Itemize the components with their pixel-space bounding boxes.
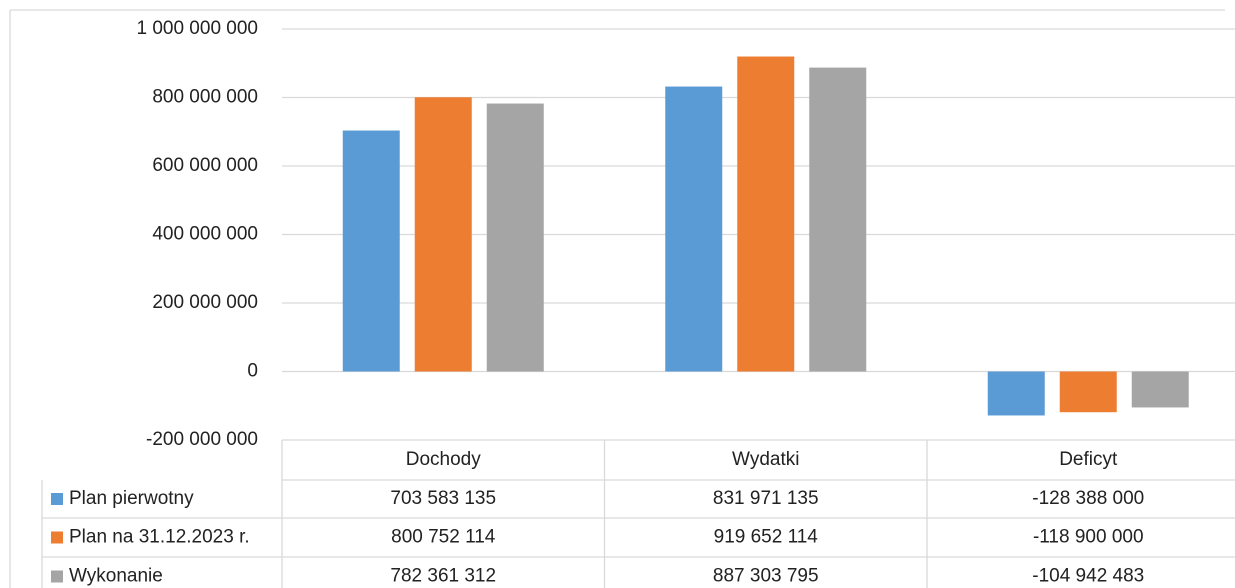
table-value: 800 752 114 <box>391 527 496 548</box>
table-header: Wydatki <box>732 449 799 470</box>
bar <box>486 103 544 372</box>
bar <box>342 130 400 372</box>
bar <box>737 56 795 372</box>
bar <box>1059 371 1117 413</box>
y-tick-label: -200 000 000 <box>146 429 258 450</box>
y-tick-label: 600 000 000 <box>152 155 258 176</box>
bar <box>809 67 867 372</box>
bar <box>1131 371 1189 408</box>
y-tick-label: 400 000 000 <box>152 224 258 245</box>
table-value: 887 303 795 <box>713 566 819 587</box>
table-value: -118 900 000 <box>1033 527 1144 548</box>
y-tick-label: 1 000 000 000 <box>136 18 258 39</box>
table-value: -104 942 483 <box>1032 566 1144 587</box>
bar <box>665 86 723 372</box>
y-tick-label: 0 <box>247 361 258 382</box>
legend-key <box>51 493 63 505</box>
bar <box>414 97 472 372</box>
legend-label: Wykonanie <box>69 566 163 587</box>
legend-key <box>51 570 63 583</box>
y-tick-label: 200 000 000 <box>152 292 258 313</box>
table-value: 919 652 114 <box>714 527 819 548</box>
table-value: 831 971 135 <box>713 488 819 509</box>
legend-label: Plan pierwotny <box>69 488 194 509</box>
y-tick-label: 800 000 000 <box>152 87 258 108</box>
table-value: 782 361 312 <box>390 566 496 587</box>
table-header: Deficyt <box>1059 449 1118 470</box>
table-value: -128 388 000 <box>1032 488 1144 509</box>
table-value: 703 583 135 <box>390 488 496 509</box>
legend-label: Plan na 31.12.2023 r. <box>69 527 250 548</box>
table-header: Dochody <box>406 449 481 470</box>
legend-key <box>51 531 63 544</box>
bar <box>987 371 1045 416</box>
